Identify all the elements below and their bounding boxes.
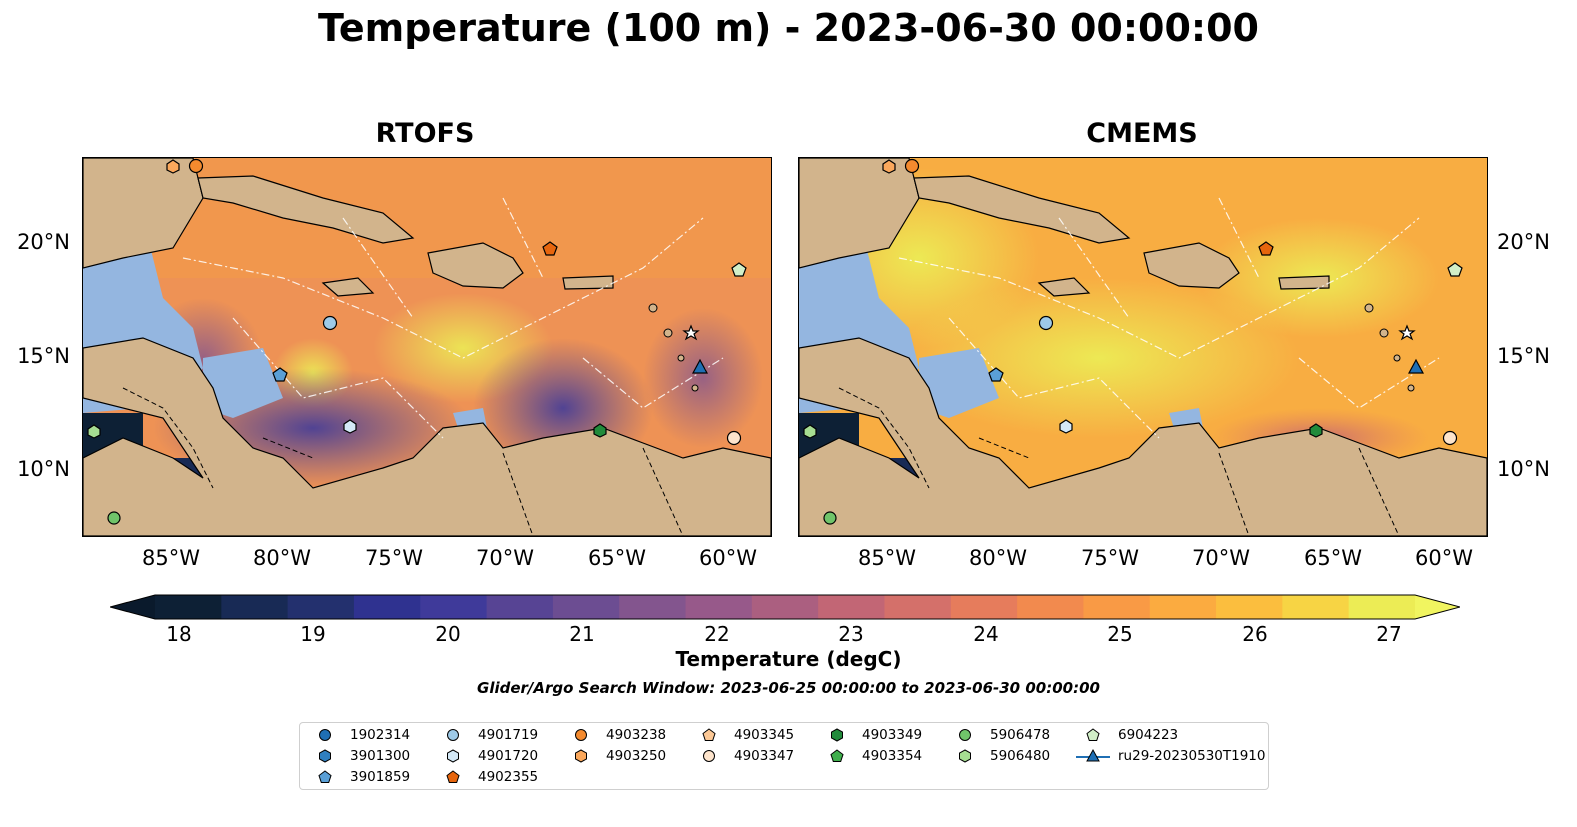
legend-label: 4903250 bbox=[606, 748, 667, 764]
lon-tick-left-65w: 65°W bbox=[588, 546, 646, 570]
lat-tick-right-20n: 20°N bbox=[1497, 230, 1550, 254]
colorbar-segment bbox=[751, 595, 819, 619]
lon-tick-right-85w: 85°W bbox=[858, 546, 916, 570]
lon-tick-right-65w: 65°W bbox=[1304, 546, 1362, 570]
lon-tick-left-75w: 75°W bbox=[365, 546, 423, 570]
lon-tick-left-60w: 60°W bbox=[699, 546, 757, 570]
lat-tick-left-15n: 15°N bbox=[17, 344, 70, 368]
lon-tick-right-75w: 75°W bbox=[1081, 546, 1139, 570]
lon-tick-left-80w: 80°W bbox=[253, 546, 311, 570]
colorbar-segment bbox=[486, 595, 554, 619]
colorbar-tick-23: 23 bbox=[838, 622, 864, 646]
colorbar-tick-22: 22 bbox=[704, 622, 730, 646]
colorbar-segment bbox=[884, 595, 952, 619]
legend-label: 4903345 bbox=[734, 727, 795, 743]
panel-title-cmems: CMEMS bbox=[1086, 118, 1198, 149]
colorbar-segment bbox=[950, 595, 1018, 619]
lon-tick-left-85w: 85°W bbox=[142, 546, 200, 570]
lat-tick-right-10n: 10°N bbox=[1497, 457, 1550, 481]
colorbar-segment bbox=[420, 595, 488, 619]
legend-label: 4903349 bbox=[862, 727, 923, 743]
legend-label: 4903354 bbox=[862, 748, 923, 764]
panel-title-rtofs: RTOFS bbox=[375, 118, 475, 149]
lon-tick-left-70w: 70°W bbox=[476, 546, 534, 570]
colorbar-segment bbox=[1149, 595, 1217, 619]
map-rtofs[interactable] bbox=[82, 157, 772, 537]
legend-label: 6904223 bbox=[1118, 727, 1179, 743]
colorbar-extend-low bbox=[110, 595, 155, 619]
colorbar-extend-high bbox=[1415, 595, 1460, 619]
colorbar-segment bbox=[353, 595, 421, 619]
colorbar-tick-20: 20 bbox=[435, 622, 461, 646]
map-cmems[interactable] bbox=[798, 157, 1488, 537]
legend-label: 5906478 bbox=[990, 727, 1051, 743]
lat-tick-right-15n: 15°N bbox=[1497, 344, 1550, 368]
figure-title: Temperature (100 m) - 2023-06-30 00:00:0… bbox=[317, 6, 1259, 50]
colorbar-segment bbox=[1216, 595, 1283, 619]
colorbar-segment bbox=[1017, 595, 1084, 619]
lon-tick-right-60w: 60°W bbox=[1415, 546, 1473, 570]
colorbar-segment bbox=[155, 595, 222, 619]
colorbar-tick-19: 19 bbox=[300, 622, 326, 646]
colorbar-segment bbox=[552, 595, 620, 619]
colorbar-tick-25: 25 bbox=[1107, 622, 1133, 646]
legend: 1902314 3901300 3901859 4901719 4901720 49023… bbox=[299, 722, 1269, 790]
colorbar bbox=[108, 592, 1462, 622]
colorbar-tick-18: 18 bbox=[166, 622, 192, 646]
legend-label: 5906480 bbox=[990, 748, 1051, 764]
colorbar-segment bbox=[1282, 595, 1350, 619]
colorbar-segment bbox=[685, 595, 753, 619]
legend-label: 3901859 bbox=[350, 769, 411, 785]
colorbar-segment bbox=[619, 595, 687, 619]
legend-label: 3901300 bbox=[350, 748, 411, 764]
legend-label: 4901720 bbox=[478, 748, 539, 764]
colorbar-tick-21: 21 bbox=[569, 622, 595, 646]
legend-label: 4903347 bbox=[734, 748, 795, 764]
colorbar-segment bbox=[818, 595, 885, 619]
lon-tick-right-80w: 80°W bbox=[969, 546, 1027, 570]
lat-tick-left-20n: 20°N bbox=[17, 230, 70, 254]
colorbar-segment bbox=[221, 595, 289, 619]
colorbar-tick-26: 26 bbox=[1242, 622, 1268, 646]
legend-label: 4901719 bbox=[478, 727, 539, 743]
legend-label: ru29-20230530T1910 bbox=[1118, 748, 1266, 764]
legend-label: 4902355 bbox=[478, 769, 539, 785]
colorbar-segment bbox=[1083, 595, 1151, 619]
colorbar-segment bbox=[287, 595, 355, 619]
lat-tick-left-10n: 10°N bbox=[17, 457, 70, 481]
colorbar-segment bbox=[1348, 595, 1416, 619]
search-window-note: Glider/Argo Search Window: 2023-06-25 00… bbox=[477, 679, 1100, 697]
colorbar-label: Temperature (degC) bbox=[675, 647, 902, 671]
legend-label: 4903238 bbox=[606, 727, 667, 743]
colorbar-tick-24: 24 bbox=[973, 622, 999, 646]
legend-label: 1902314 bbox=[350, 727, 411, 743]
colorbar-tick-27: 27 bbox=[1376, 622, 1402, 646]
lon-tick-right-70w: 70°W bbox=[1192, 546, 1250, 570]
